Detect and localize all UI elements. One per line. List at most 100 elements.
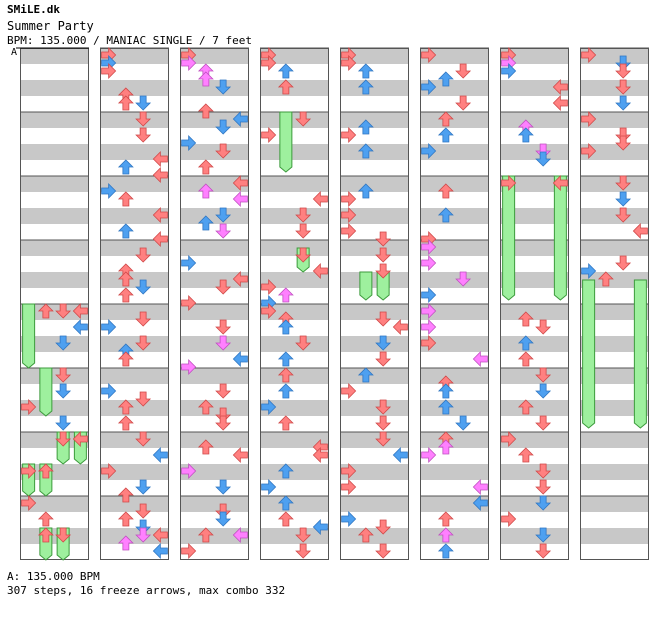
chart-column-6: [420, 47, 489, 560]
beat-stripe: [420, 448, 489, 464]
beat-stripe: [260, 544, 329, 560]
beat-stripe: [100, 160, 169, 176]
beat-stripe: [260, 272, 329, 288]
beat-stripe: [500, 48, 569, 64]
beat-stripe: [580, 464, 649, 480]
beat-stripe: [100, 512, 169, 528]
step-arrow-down: [197, 103, 214, 119]
step-arrow-up: [615, 79, 632, 95]
step-arrow-down: [197, 159, 214, 175]
step-arrow-left: [261, 279, 277, 295]
beat-stripe: [260, 112, 329, 128]
step-arrow-up: [295, 111, 312, 127]
beat-stripe: [260, 448, 329, 464]
step-arrow-left: [581, 263, 597, 279]
step-arrow-up: [55, 335, 72, 351]
step-arrow-down: [117, 415, 134, 431]
step-arrow-left: [421, 255, 437, 271]
beat-stripe: [500, 96, 569, 112]
beat-stripe: [260, 512, 329, 528]
step-arrow-left: [261, 479, 277, 495]
step-arrow-up: [135, 95, 152, 111]
beat-stripe: [180, 208, 249, 224]
step-arrow-right: [232, 175, 248, 191]
beat-stripe: [100, 176, 169, 192]
step-arrow-down: [437, 511, 454, 527]
step-arrow-down: [117, 399, 134, 415]
step-arrow-down: [117, 223, 134, 239]
beat-stripe: [20, 464, 89, 480]
beat-stripe: [180, 160, 249, 176]
beat-stripe: [420, 288, 489, 304]
chart-stats: 307 steps, 16 freeze arrows, max combo 3…: [7, 584, 286, 597]
beat-stripe: [100, 240, 169, 256]
beat-stripe: [340, 320, 409, 336]
beat-stripe: [340, 352, 409, 368]
step-arrow-down: [357, 367, 374, 383]
beat-stripe: [500, 384, 569, 400]
step-arrow-up: [535, 143, 552, 159]
step-arrow-up: [535, 383, 552, 399]
step-arrow-right: [232, 271, 248, 287]
step-arrow-left: [261, 127, 277, 143]
step-arrow-right: [392, 447, 408, 463]
beat-stripe: [500, 448, 569, 464]
step-arrow-left: [101, 183, 117, 199]
step-arrow-left: [181, 543, 197, 559]
step-arrow-up: [55, 367, 72, 383]
step-arrow-up: [135, 247, 152, 263]
site-title: SMiLE.dk: [7, 3, 60, 16]
beat-stripe: [260, 320, 329, 336]
beat-stripe: [500, 160, 569, 176]
step-arrow-down: [117, 287, 134, 303]
beat-stripe: [340, 464, 409, 480]
freeze-arrow-left: [582, 279, 596, 429]
step-arrow-up: [135, 279, 152, 295]
step-arrow-left: [181, 135, 197, 151]
step-arrow-down: [117, 191, 134, 207]
beat-stripe: [20, 432, 89, 448]
step-arrow-down: [197, 183, 214, 199]
beat-stripe: [180, 128, 249, 144]
beat-stripe: [580, 128, 649, 144]
step-arrow-right: [152, 447, 168, 463]
beat-stripe: [100, 64, 169, 80]
step-arrow-up: [55, 527, 72, 543]
step-arrow-right: [152, 207, 168, 223]
beat-stripe: [180, 288, 249, 304]
beat-stripe: [340, 416, 409, 432]
beat-stripe: [500, 272, 569, 288]
beat-stripe: [580, 64, 649, 80]
beat-stripe: [420, 48, 489, 64]
step-arrow-down: [597, 271, 614, 287]
step-arrow-down: [437, 71, 454, 87]
beat-stripe: [580, 256, 649, 272]
song-title: Summer Party: [7, 19, 94, 33]
beat-stripe: [180, 416, 249, 432]
step-arrow-left: [101, 319, 117, 335]
beat-stripe: [340, 192, 409, 208]
beat-stripe: [180, 496, 249, 512]
beat-stripe: [420, 96, 489, 112]
beat-stripe: [500, 496, 569, 512]
step-arrow-left: [181, 463, 197, 479]
step-arrow-left: [341, 55, 357, 71]
step-arrow-down: [277, 367, 294, 383]
step-arrow-up: [55, 415, 72, 431]
beat-stripe: [20, 112, 89, 128]
step-arrow-right: [472, 479, 488, 495]
step-arrow-left: [421, 79, 437, 95]
beat-stripe: [580, 176, 649, 192]
step-arrow-down: [357, 63, 374, 79]
beat-stripe: [100, 320, 169, 336]
beat-stripe: [500, 224, 569, 240]
beat-stripe: [340, 128, 409, 144]
beat-stripe: [20, 320, 89, 336]
step-arrow-down: [437, 439, 454, 455]
step-arrow-up: [455, 63, 472, 79]
beat-stripe: [580, 432, 649, 448]
beat-stripe: [260, 256, 329, 272]
step-arrow-left: [101, 463, 117, 479]
step-arrow-down: [357, 143, 374, 159]
step-arrow-up: [215, 335, 232, 351]
